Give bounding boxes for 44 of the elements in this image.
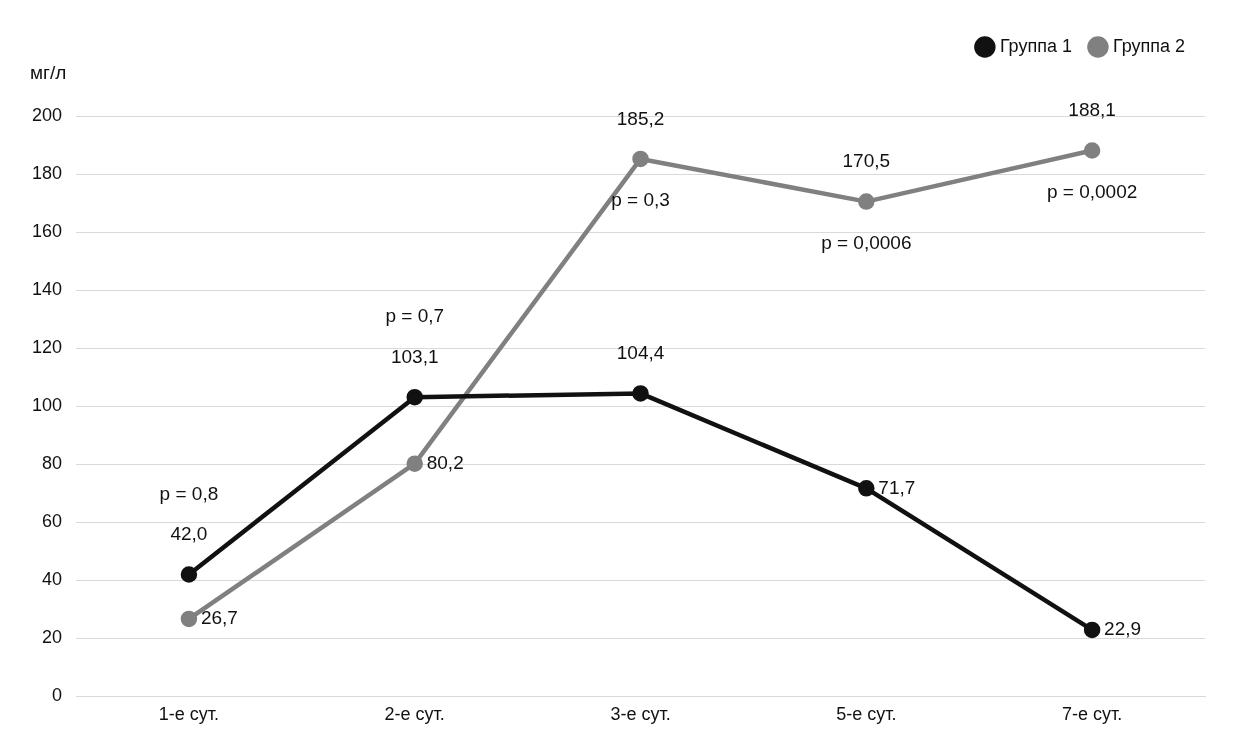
data-label: 80,2 [426,451,464,473]
data-label: 103,1 [390,345,439,367]
data-label: 71,7 [878,476,916,498]
x-tick-label: 5-е сут. [836,704,897,725]
point [858,193,875,210]
point [406,388,423,406]
point [632,150,649,168]
x-tick-label: 3-е сут. [610,704,671,725]
data-label: 188,1 [1068,99,1116,121]
annotation: p = 0,3 [611,189,670,211]
data-label: 170,5 [842,150,891,172]
annotation: p = 0,0002 [1046,180,1138,202]
data-label: 26,7 [200,607,238,629]
y-tick-label: 180 [31,163,63,184]
point [180,566,198,583]
point [632,385,649,402]
point [180,610,198,628]
y-tick-label: 100 [31,395,63,416]
point [1083,621,1101,639]
y-tick-label: 80 [42,453,63,474]
point [858,480,875,497]
data-label: 104,4 [616,342,665,364]
data-label: 42,0 [170,523,208,545]
legend-label: Группа 2 [1112,35,1185,56]
y-tick-label: 20 [42,627,63,648]
y-tick-label: 200 [31,104,63,125]
point [1083,142,1101,159]
annotation: p = 0,0006 [821,231,912,253]
annotation: p = 0,7 [385,305,445,327]
x-tick-label: 1-е сут. [158,704,220,725]
y-tick-label: 160 [31,221,63,242]
legend-label: Группа 1 [999,35,1072,56]
y-tick-label: 140 [31,279,63,300]
x-tick-label: 7-е сут. [1061,704,1123,725]
y-tick-label: 0 [52,685,63,706]
y-tick-label: 60 [42,511,63,532]
data-label: 185,2 [616,107,665,129]
point [406,455,423,472]
y-tick-label: 40 [42,569,63,590]
x-tick-label: 2-е сут. [384,704,445,725]
y-axis-title: мг/л [30,62,67,84]
y-tick-label: 120 [31,337,63,358]
annotation: p = 0,8 [159,482,219,504]
data-label: 22,9 [1104,618,1142,640]
